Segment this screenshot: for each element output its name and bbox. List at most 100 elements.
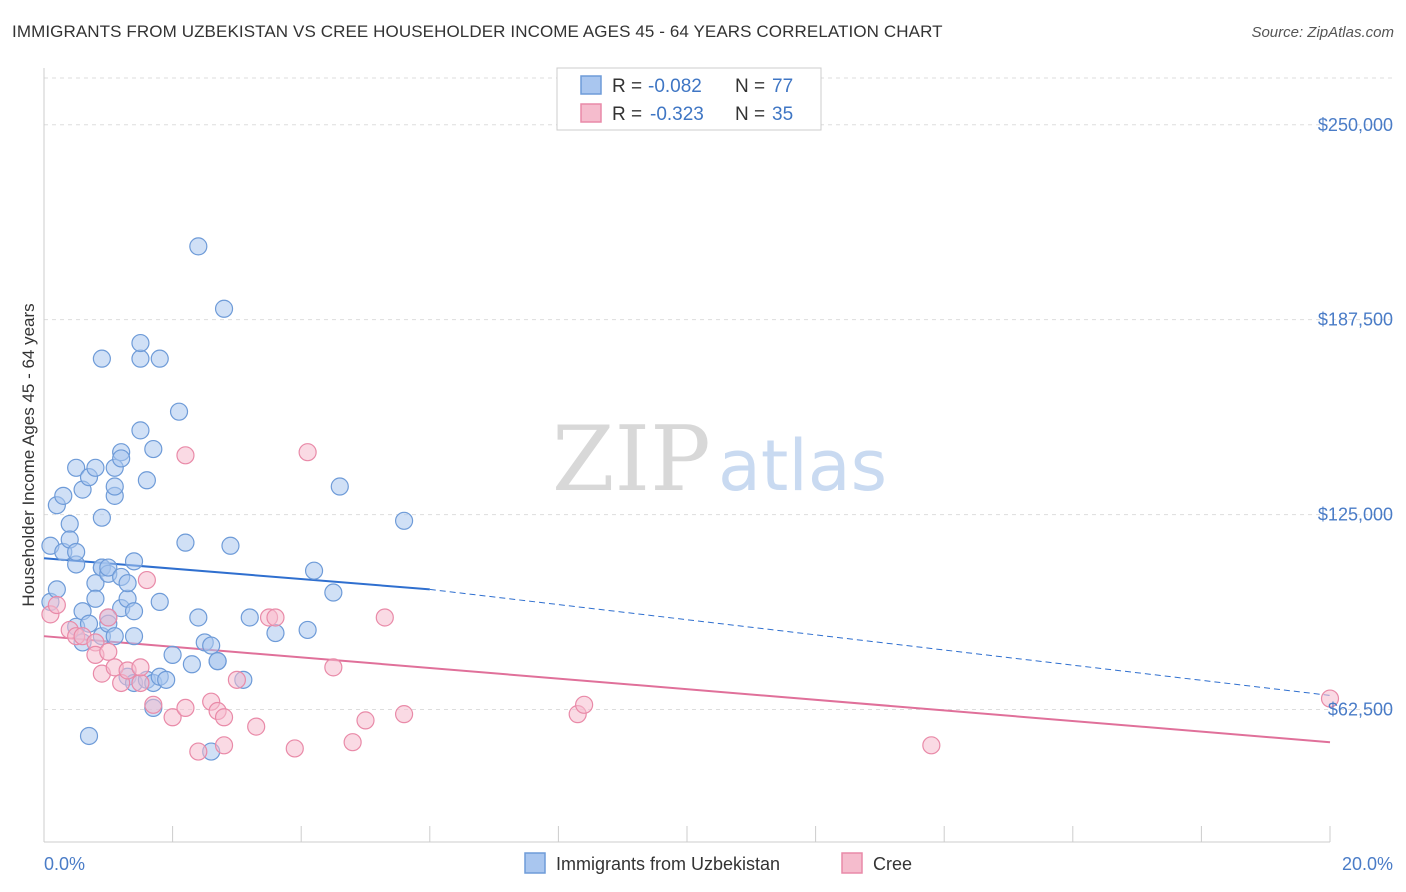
point-cree-20 (189, 742, 208, 761)
point-uzbekistan-8 (67, 458, 86, 477)
axes (43, 68, 1331, 843)
point-uzbekistan-59 (176, 533, 195, 552)
point-uzbekistan-44 (124, 627, 144, 646)
point-uzbekistan-55 (150, 349, 169, 368)
point-uzbekistan-68 (214, 299, 234, 318)
point-cree-25 (227, 670, 246, 689)
point-uzbekistan-64 (202, 636, 221, 655)
point-uzbekistan-45 (131, 349, 150, 368)
point-cree-39 (1320, 689, 1340, 708)
point-cree-32 (343, 733, 362, 752)
point-uzbekistan-24 (92, 508, 111, 527)
point-uzbekistan-49 (137, 471, 156, 490)
point-cree-31 (324, 658, 343, 677)
point-uzbekistan-57 (163, 645, 182, 664)
legend: R = -0.082 N = 77 R = -0.323 N = 35 (556, 67, 822, 131)
watermark: ZIP atlas (552, 407, 887, 512)
point-uzbekistan-2 (47, 580, 66, 599)
legend-n-value-2: 35 (772, 104, 793, 125)
bottom-legend-label-cree: Cree (873, 854, 912, 874)
point-uzbekistan-51 (144, 439, 163, 459)
point-cree-37 (575, 695, 594, 714)
data-points (41, 237, 1340, 761)
legend-r-value-1: -0.082 (648, 76, 702, 97)
point-cree-30 (298, 443, 317, 462)
y-tick-label-1: $125,000 (1318, 505, 1393, 525)
watermark-zip: ZIP (552, 407, 711, 512)
trend-line-cree (43, 635, 1331, 744)
point-cree-8 (99, 608, 118, 627)
point-cree-38 (922, 736, 941, 755)
legend-r-value-2: -0.323 (650, 104, 704, 125)
point-cree-1 (47, 595, 66, 615)
point-uzbekistan-72 (266, 623, 285, 643)
x-tick-label-1: 20.0% (1342, 854, 1393, 874)
y-tick-labels: $62,500 $125,000 $187,500 $250,000 (1318, 115, 1393, 720)
point-uzbekistan-74 (304, 561, 324, 580)
point-uzbekistan-42 (124, 602, 144, 621)
point-uzbekistan-6 (60, 514, 79, 534)
point-cree-19 (176, 446, 195, 465)
point-uzbekistan-77 (394, 511, 414, 530)
watermark-atlas: atlas (718, 425, 887, 507)
point-cree-16 (144, 695, 163, 714)
bottom-legend: Immigrants from Uzbekistan Cree (524, 852, 912, 874)
point-uzbekistan-29 (99, 558, 118, 577)
point-cree-24 (214, 736, 234, 755)
legend-swatch-blue (580, 75, 602, 95)
legend-n-label-1: N = (735, 76, 765, 97)
x-tick-label-0: 0.0% (44, 854, 85, 874)
legend-swatch-pink (580, 103, 602, 123)
point-uzbekistan-19 (86, 589, 105, 608)
point-uzbekistan-47 (131, 421, 150, 440)
bottom-legend-label-uzbekistan: Immigrants from Uzbekistan (556, 854, 780, 874)
point-cree-17 (163, 708, 182, 727)
chart-title: IMMIGRANTS FROM UZBEKISTAN VS CREE HOUSE… (12, 22, 943, 41)
point-uzbekistan-61 (189, 608, 208, 627)
source-label: Source: ZipAtlas.com (1251, 24, 1394, 41)
point-uzbekistan-69 (221, 536, 240, 555)
point-uzbekistan-20 (86, 458, 105, 477)
point-uzbekistan-71 (240, 608, 259, 627)
point-cree-34 (375, 608, 394, 627)
point-cree-35 (394, 705, 414, 724)
legend-r-label-2: R = (612, 104, 642, 125)
point-uzbekistan-76 (330, 477, 349, 496)
point-uzbekistan-31 (105, 477, 124, 496)
point-uzbekistan-56 (157, 670, 176, 689)
point-cree-26 (247, 717, 266, 736)
point-cree-28 (266, 608, 285, 627)
point-uzbekistan-53 (150, 592, 169, 611)
legend-r-label-1: R = (612, 76, 642, 97)
point-cree-18 (176, 698, 195, 718)
point-uzbekistan-33 (105, 627, 124, 646)
point-uzbekistan-43 (124, 552, 144, 571)
point-uzbekistan-67 (208, 652, 227, 671)
point-cree-29 (285, 739, 304, 758)
trend-line-uzbekistan-extended (429, 588, 1331, 696)
point-uzbekistan-75 (324, 583, 343, 602)
point-uzbekistan-58 (169, 402, 189, 421)
point-uzbekistan-62 (189, 237, 208, 256)
trend-lines (43, 557, 1331, 744)
x-tick-labels: 0.0% 20.0% (44, 854, 1393, 874)
y-tick-label-0: $62,500 (1328, 699, 1393, 719)
y-tick-label-3: $250,000 (1318, 115, 1393, 135)
point-uzbekistan-35 (112, 449, 131, 468)
bottom-legend-swatch-blue (524, 852, 546, 874)
point-uzbekistan-23 (92, 349, 111, 368)
point-cree-15 (137, 570, 156, 590)
point-uzbekistan-17 (79, 726, 99, 746)
point-cree-13 (131, 673, 150, 693)
point-uzbekistan-11 (67, 542, 86, 562)
point-cree-9 (99, 642, 118, 661)
point-uzbekistan-60 (182, 655, 201, 674)
point-uzbekistan-73 (298, 620, 317, 640)
point-uzbekistan-46 (131, 333, 150, 353)
y-axis-label: Householder Income Ages 45 - 64 years (19, 303, 38, 606)
point-cree-33 (356, 711, 375, 730)
point-cree-23 (214, 708, 234, 727)
point-uzbekistan-4 (54, 486, 73, 505)
bottom-legend-swatch-pink (841, 852, 863, 874)
